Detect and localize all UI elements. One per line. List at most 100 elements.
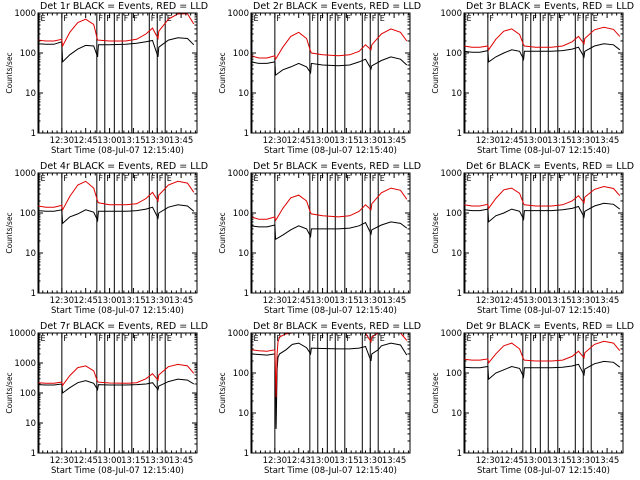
plot-frame	[463, 332, 624, 454]
x-tick-label: 12:30	[50, 136, 75, 146]
x-axis-label: Start Time (08-Jul-07 12:15:40)	[477, 306, 610, 316]
flag-label: E	[593, 14, 598, 23]
flag-label: F	[329, 334, 334, 343]
flag-label: F	[329, 14, 334, 23]
plot-frame	[463, 12, 624, 134]
y-tick-label: 10	[238, 249, 249, 259]
x-tick-label: 13:00	[97, 296, 122, 306]
y-tick-label: 1000	[14, 169, 36, 179]
x-tick-label: 12:30	[50, 456, 75, 466]
flag-label: F	[542, 14, 547, 23]
flag-label: F	[550, 174, 555, 183]
flag-label: F	[311, 14, 316, 23]
y-axis-label: Counts/sec	[218, 212, 227, 253]
flag-label: F	[124, 334, 129, 343]
y-tick-label: 10	[451, 89, 462, 99]
flag-label: E	[466, 14, 471, 23]
series-line-lld	[37, 13, 195, 48]
y-tick-label: 10	[25, 89, 36, 99]
flag-label: E	[380, 334, 385, 343]
y-tick-label: 100	[20, 209, 36, 219]
plot-frame	[250, 332, 411, 454]
plot-frame	[250, 12, 411, 134]
series-line-events	[463, 43, 621, 63]
panel-title: Det 7r BLACK = Events, RED = LLD	[40, 321, 208, 332]
flag-label: F	[98, 174, 103, 183]
y-axis-label: Counts/sec	[218, 372, 227, 413]
y-tick-label: 10	[238, 409, 249, 419]
flag-label: F	[346, 174, 351, 183]
flag-label: F	[532, 334, 537, 343]
flag-label: E	[380, 174, 385, 183]
y-tick-label: 10	[25, 419, 36, 429]
x-tick-label: 12:30	[476, 136, 501, 146]
y-tick-label: 1	[457, 449, 462, 459]
x-tick-label: 13:15	[121, 456, 146, 466]
flag-label: F	[151, 174, 156, 183]
flag-label: F	[346, 14, 351, 23]
y-tick-label: 10000	[9, 329, 36, 339]
x-tick-label: 13:00	[97, 456, 122, 466]
x-tick-label: 12:45	[499, 456, 524, 466]
x-tick-label: 13:00	[523, 296, 548, 306]
x-tick-label: 13:45	[382, 136, 407, 146]
series-line-events	[37, 378, 195, 394]
panel-title: Det 2r BLACK = Events, RED = LLD	[253, 1, 421, 12]
y-tick-label: 10	[451, 409, 462, 419]
flag-label: E	[167, 174, 172, 183]
x-tick-label: 13:45	[169, 296, 194, 306]
flag-label: F	[585, 174, 590, 183]
series-line-lld	[463, 340, 621, 364]
x-axis-label: Start Time (08-Jul-07 12:15:40)	[264, 306, 397, 316]
y-tick-label: 100	[446, 369, 462, 379]
x-tick-label: 13:30	[358, 456, 383, 466]
x-tick-label: 13:00	[523, 456, 548, 466]
y-axis-label: Counts/sec	[431, 372, 440, 413]
panel-title: Det 3r BLACK = Events, RED = LLD	[466, 1, 634, 12]
plot-frame	[37, 12, 198, 134]
flag-label: F	[372, 174, 377, 183]
flag-label: F	[372, 334, 377, 343]
x-tick-label: 13:30	[358, 296, 383, 306]
x-tick-label: 13:00	[310, 296, 335, 306]
flag-label: E	[253, 14, 258, 23]
flag-label: F	[98, 334, 103, 343]
y-tick-label: 100	[20, 389, 36, 399]
series-line-lld	[250, 28, 408, 61]
flag-label: F	[532, 174, 537, 183]
flag-label: F	[337, 334, 342, 343]
flag-label: F	[133, 334, 138, 343]
y-axis-label: Counts/sec	[5, 372, 14, 413]
x-tick-label: 12:30	[263, 296, 288, 306]
y-tick-label: 1	[457, 129, 462, 139]
x-tick-label: 12:43	[286, 456, 311, 466]
y-tick-label: 1	[31, 449, 36, 459]
flag-label: F	[524, 14, 529, 23]
y-tick-label: 1000	[227, 9, 249, 19]
panel-title: Det 6r BLACK = Events, RED = LLD	[466, 161, 634, 172]
flag-label: F	[159, 14, 164, 23]
y-tick-label: 100	[446, 49, 462, 59]
flag-label: E	[167, 334, 172, 343]
flag-label: F	[124, 174, 129, 183]
y-tick-label: 1	[31, 129, 36, 139]
series-line-lld	[463, 185, 621, 210]
flag-label: F	[106, 334, 111, 343]
x-axis-label: Start Time (08-Jul-07 12:15:40)	[51, 466, 184, 476]
y-tick-label: 10	[25, 249, 36, 259]
x-tick-label: 12:45	[499, 296, 524, 306]
y-tick-label: 1	[244, 449, 249, 459]
series-line-events	[463, 360, 621, 381]
flag-label: F	[577, 174, 582, 183]
flag-label: F	[133, 14, 138, 23]
series-line-lld	[37, 363, 195, 387]
flag-label: F	[311, 174, 316, 183]
y-axis-label: Counts/sec	[218, 52, 227, 93]
x-tick-label: 13:45	[595, 456, 620, 466]
x-axis-label: Start Time (08-Jul-07 12:15:40)	[477, 466, 610, 476]
series-line-lld	[37, 180, 195, 212]
